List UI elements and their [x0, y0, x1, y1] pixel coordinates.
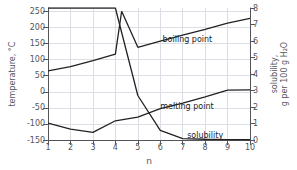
- svg-text:150: 150: [30, 39, 45, 48]
- svg-text:5: 5: [253, 53, 258, 62]
- svg-text:-100: -100: [27, 119, 45, 128]
- svg-text:boiling point: boiling point: [162, 35, 212, 44]
- svg-text:-50: -50: [32, 103, 45, 112]
- svg-text:3: 3: [90, 143, 95, 152]
- svg-text:3: 3: [253, 86, 258, 95]
- svg-text:9: 9: [225, 143, 230, 152]
- svg-text:100: 100: [30, 55, 45, 64]
- svg-text:6: 6: [253, 37, 258, 46]
- svg-text:4: 4: [253, 70, 258, 79]
- svg-text:melting point: melting point: [160, 102, 213, 111]
- svg-text:50: 50: [35, 71, 45, 80]
- svg-text:1: 1: [253, 119, 258, 128]
- svg-text:solubility: solubility: [187, 131, 223, 140]
- svg-text:6: 6: [158, 143, 163, 152]
- svg-text:solubility,: solubility,: [270, 55, 279, 94]
- svg-text:250: 250: [30, 7, 45, 16]
- svg-text:8: 8: [253, 4, 258, 13]
- svg-text:-150: -150: [27, 136, 45, 145]
- svg-text:8: 8: [203, 143, 208, 152]
- svg-text:0: 0: [40, 87, 45, 96]
- svg-text:n: n: [146, 156, 152, 166]
- svg-text:temperature, °C: temperature, °C: [8, 41, 17, 106]
- svg-text:2: 2: [68, 143, 73, 152]
- svg-text:10: 10: [245, 143, 255, 152]
- svg-text:g per 100 g H₂O: g per 100 g H₂O: [280, 42, 289, 106]
- svg-text:7: 7: [253, 20, 258, 29]
- svg-text:2: 2: [253, 103, 258, 112]
- svg-text:4: 4: [113, 143, 118, 152]
- svg-text:200: 200: [30, 23, 45, 32]
- svg-text:7: 7: [180, 143, 185, 152]
- svg-text:1: 1: [46, 143, 51, 152]
- svg-text:5: 5: [135, 143, 140, 152]
- svg-text:0: 0: [253, 135, 259, 145]
